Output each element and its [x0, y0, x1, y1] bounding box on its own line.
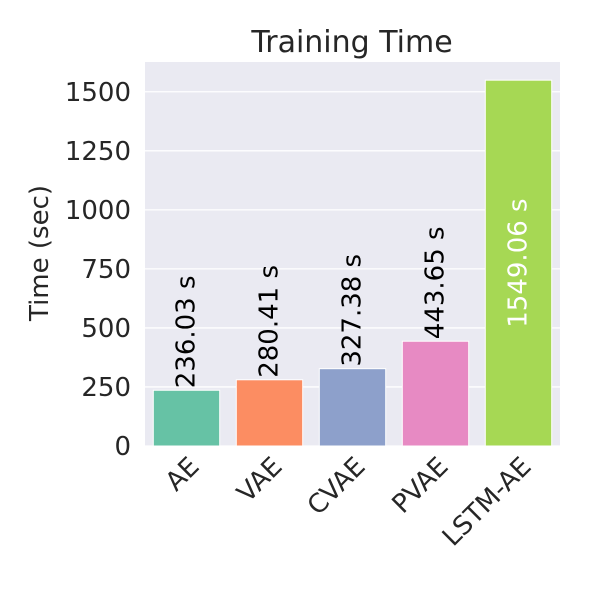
- y-tick-label: 500: [81, 314, 131, 344]
- chart-title: Training Time: [250, 25, 452, 60]
- bar-value-label: 443.65 s: [421, 226, 451, 339]
- x-tick-label: VAE: [232, 452, 289, 509]
- y-tick-label: 1250: [65, 137, 131, 167]
- bar: [484, 79, 553, 447]
- bar: [318, 368, 387, 447]
- x-tick-label: LSTM-AE: [437, 452, 538, 553]
- bar: [235, 379, 304, 447]
- bar-value-label: 327.38 s: [338, 254, 368, 367]
- bar-value-label: 1549.06 s: [504, 198, 534, 327]
- bar-value-labels: 236.03 s 280.41 s 327.38 s 443.65 s 1549.06 …: [172, 198, 534, 388]
- y-tick-label: 250: [81, 373, 131, 403]
- x-tick-label: CVAE: [302, 452, 372, 522]
- bars: [152, 79, 553, 447]
- y-axis-ticks: 0 250 500 750 1000 1250 1500: [65, 78, 131, 462]
- x-tick-label: AE: [160, 452, 205, 497]
- y-tick-label: 750: [81, 255, 131, 285]
- bar-value-label: 236.03 s: [172, 275, 202, 388]
- x-tick-label: PVAE: [387, 452, 455, 520]
- bar-value-label: 280.41 s: [255, 265, 285, 378]
- bar: [152, 389, 221, 447]
- y-tick-label: 1000: [65, 196, 131, 226]
- y-tick-label: 1500: [65, 78, 131, 108]
- bar: [401, 340, 470, 447]
- y-axis-label: Time (sec): [25, 185, 55, 322]
- y-tick-label: 0: [114, 432, 131, 462]
